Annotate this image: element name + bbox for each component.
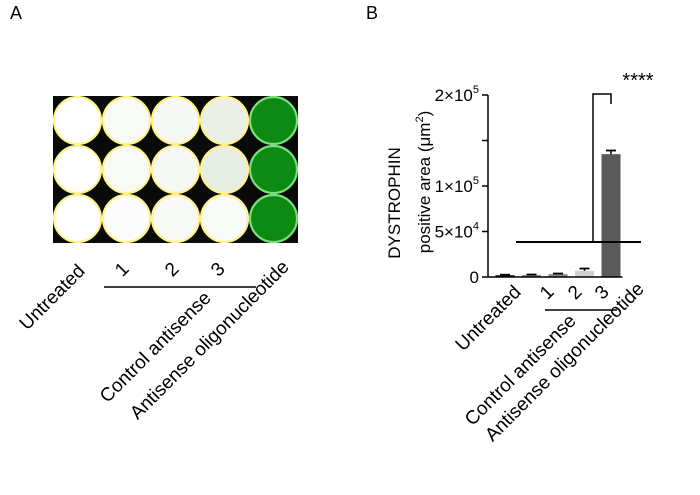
bar xyxy=(495,275,515,277)
x-tick-label: 3 xyxy=(591,282,613,304)
bar xyxy=(522,274,541,277)
bars xyxy=(488,149,623,278)
plate-well xyxy=(150,95,201,146)
y-tick-label: 2×105 xyxy=(435,84,479,105)
panel-b-label: B xyxy=(366,3,378,23)
plate-well xyxy=(52,144,103,195)
panel-a-label: A xyxy=(10,3,22,23)
plate-well xyxy=(199,144,250,195)
significance-bracket xyxy=(592,93,612,242)
y-tick-label: 0 xyxy=(470,268,479,287)
plate-well xyxy=(199,95,250,146)
y-axis: 0 5×104 1×105 2×105 xyxy=(435,84,489,287)
significance-annotation: **** xyxy=(516,70,654,243)
significance-stars: **** xyxy=(622,70,653,92)
plate-column-label: Untreated xyxy=(16,261,90,335)
x-tick-label: 1 xyxy=(536,282,558,304)
x-tick-label: Untreated xyxy=(452,282,526,356)
plate-well xyxy=(101,193,152,244)
plate-well xyxy=(248,144,299,195)
plate-column-label: 1 xyxy=(111,259,133,281)
x-tick-label: 2 xyxy=(564,282,586,304)
plate-well xyxy=(248,193,299,244)
y-axis-title-line1: DYSTROPHIN xyxy=(385,147,404,258)
plate-well xyxy=(150,193,201,244)
plate-well xyxy=(248,95,299,146)
plate-well xyxy=(52,193,103,244)
plate-well xyxy=(199,193,250,244)
y-tick-label: 5×104 xyxy=(435,221,479,242)
bar xyxy=(601,154,621,277)
bar xyxy=(575,270,594,277)
well-plate-image xyxy=(52,95,299,244)
plate-well xyxy=(101,144,152,195)
plate-column-label: 2 xyxy=(161,259,183,281)
y-axis-title-line2: positive area (μm2) xyxy=(414,111,434,254)
plate-well xyxy=(150,144,201,195)
plate-column-label: 3 xyxy=(207,259,229,281)
bar xyxy=(548,274,568,277)
bar-chart: DYSTROPHIN positive area (μm2) 0 5×104 1×1… xyxy=(385,70,654,446)
plate-well xyxy=(101,95,152,146)
plate-well xyxy=(52,95,103,146)
y-tick-label: 1×105 xyxy=(435,175,479,196)
